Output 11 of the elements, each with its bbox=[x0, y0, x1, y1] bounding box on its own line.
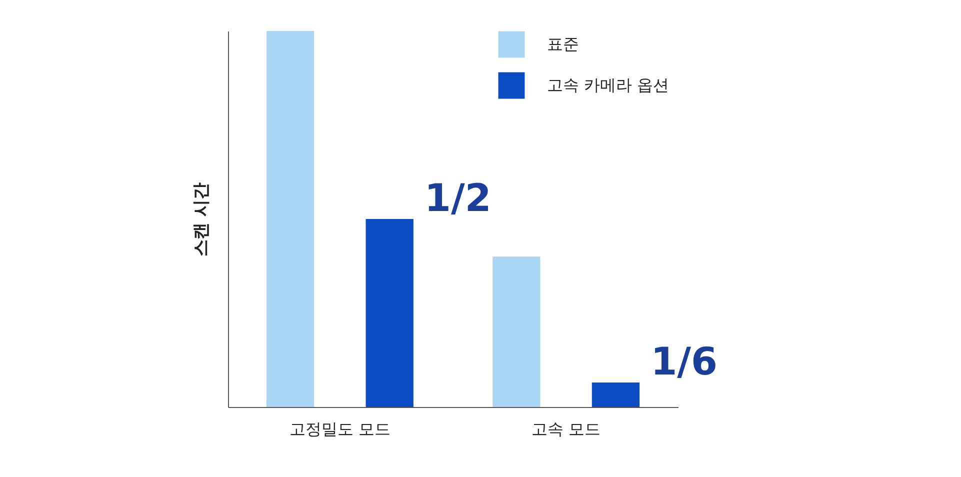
annotation: 1/6 bbox=[650, 340, 718, 384]
bar bbox=[266, 31, 314, 407]
legend-label: 고속 카메라 옵션 bbox=[547, 76, 670, 94]
y-axis-title: 스캔 시간 bbox=[192, 182, 212, 256]
bar bbox=[492, 256, 540, 407]
annotation: 1/2 bbox=[424, 176, 492, 220]
x-tick-label: 고정밀도 모드 bbox=[289, 420, 390, 438]
legend-label: 표준 bbox=[547, 34, 579, 54]
bar bbox=[592, 382, 640, 407]
x-tick-label: 고속 모드 bbox=[532, 420, 601, 438]
bar bbox=[366, 219, 414, 407]
